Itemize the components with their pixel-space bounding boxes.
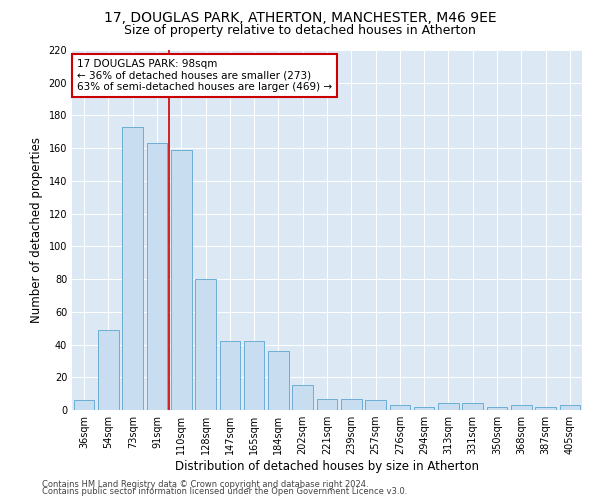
Bar <box>171 150 191 410</box>
Bar <box>414 406 434 410</box>
Bar <box>292 386 313 410</box>
Bar <box>560 405 580 410</box>
Bar <box>511 405 532 410</box>
Bar <box>438 404 459 410</box>
Text: 17 DOUGLAS PARK: 98sqm
← 36% of detached houses are smaller (273)
63% of semi-de: 17 DOUGLAS PARK: 98sqm ← 36% of detached… <box>77 59 332 92</box>
Bar <box>146 144 167 410</box>
Bar <box>487 406 508 410</box>
Bar <box>220 342 240 410</box>
Bar <box>389 405 410 410</box>
X-axis label: Distribution of detached houses by size in Atherton: Distribution of detached houses by size … <box>175 460 479 473</box>
Bar <box>535 406 556 410</box>
Text: Contains public sector information licensed under the Open Government Licence v3: Contains public sector information licen… <box>42 487 407 496</box>
Text: 17, DOUGLAS PARK, ATHERTON, MANCHESTER, M46 9EE: 17, DOUGLAS PARK, ATHERTON, MANCHESTER, … <box>104 12 496 26</box>
Text: Size of property relative to detached houses in Atherton: Size of property relative to detached ho… <box>124 24 476 37</box>
Bar <box>365 400 386 410</box>
Bar <box>195 279 216 410</box>
Y-axis label: Number of detached properties: Number of detached properties <box>30 137 43 323</box>
Bar <box>463 404 483 410</box>
Bar <box>244 342 265 410</box>
Bar <box>341 398 362 410</box>
Text: Contains HM Land Registry data © Crown copyright and database right 2024.: Contains HM Land Registry data © Crown c… <box>42 480 368 489</box>
Bar <box>122 127 143 410</box>
Bar <box>98 330 119 410</box>
Bar <box>74 400 94 410</box>
Bar <box>317 398 337 410</box>
Bar <box>268 351 289 410</box>
